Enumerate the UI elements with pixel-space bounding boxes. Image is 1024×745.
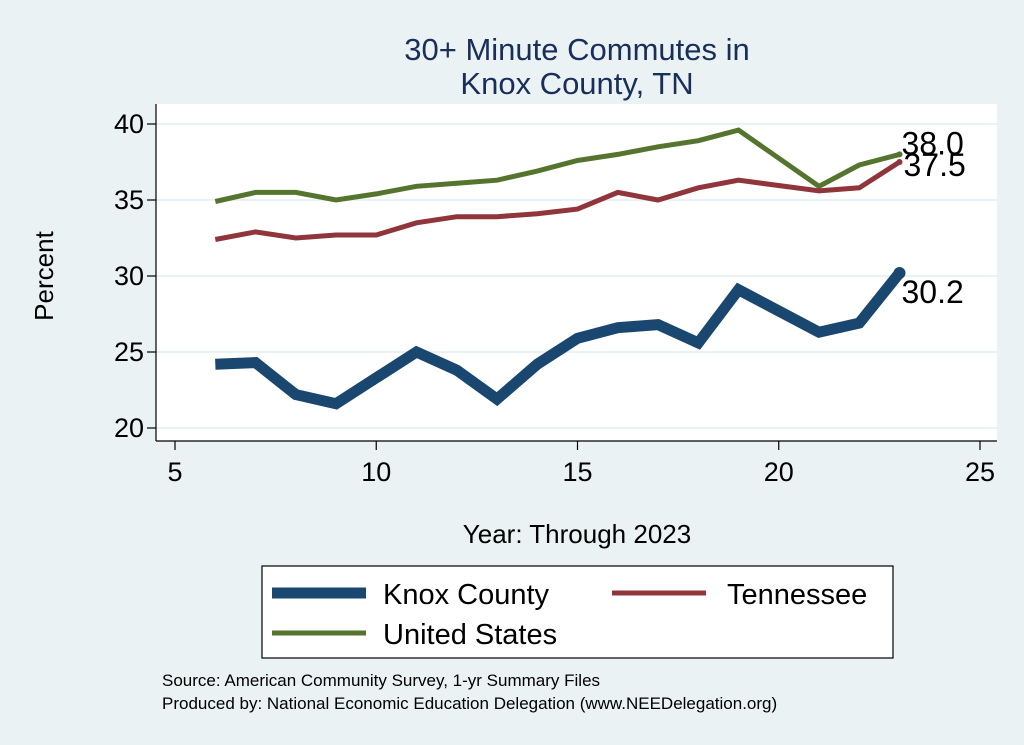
end-labels: 30.2 37.538.0	[902, 125, 966, 310]
axes: 20 25 30 35 40 5 10 15 20 25	[114, 104, 997, 487]
legend-label-tennessee: Tennessee	[727, 579, 867, 611]
x-tick-label-15: 15	[562, 457, 592, 487]
end-marker-united-states	[896, 151, 903, 158]
y-tick-label-20: 20	[114, 413, 144, 443]
produced-by-note: Produced by: National Economic Education…	[162, 694, 777, 713]
x-tick-label-10: 10	[361, 457, 391, 487]
series-lines	[214, 127, 906, 410]
y-tick-label-35: 35	[114, 185, 144, 215]
y-tick-label-30: 30	[114, 261, 144, 291]
x-axis-title: Year: Through 2023	[463, 519, 691, 549]
x-tick-label-5: 5	[167, 457, 182, 487]
end-marker-tennessee	[896, 159, 903, 165]
end-label-knox-county: 30.2	[902, 274, 964, 310]
y-tick-label-40: 40	[114, 109, 144, 139]
y-axis-title: Percent	[29, 230, 59, 320]
legend-label-knox-county: Knox County	[383, 579, 550, 611]
series-line-united-states	[214, 127, 901, 204]
end-label-united-states: 38.0	[902, 125, 964, 161]
legend-box	[261, 565, 894, 659]
series-line-knox-county	[215, 269, 904, 410]
x-tick-label-25: 25	[965, 457, 995, 487]
chart-title-line-1: 30+ Minute Commutes in	[404, 32, 749, 67]
legend: Knox County Tennessee United States	[261, 565, 894, 659]
y-tick-label-25: 25	[114, 337, 144, 367]
end-marker-knox-county	[893, 266, 906, 279]
chart-title-line-2: Knox County, TN	[460, 66, 693, 101]
series-line-tennessee	[214, 159, 901, 242]
source-note: Source: American Community Survey, 1-yr …	[162, 671, 600, 690]
legend-label-united-states: United States	[383, 619, 557, 651]
end-label-tennessee: 37.5	[904, 147, 966, 183]
grid-lines	[156, 123, 997, 429]
x-tick-label-20: 20	[764, 457, 794, 487]
